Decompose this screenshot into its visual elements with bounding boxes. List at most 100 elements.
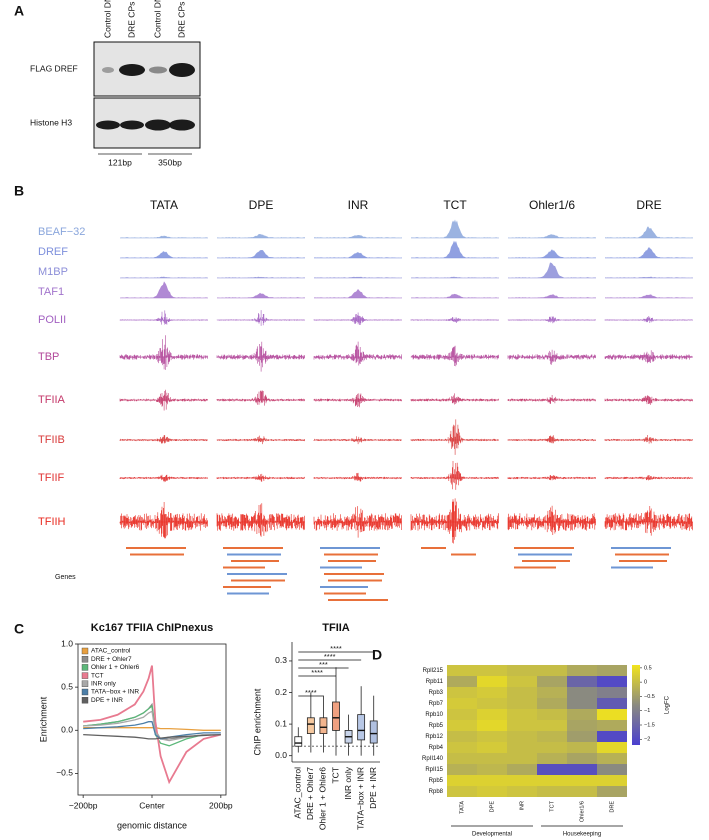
heatmap-cell [507, 753, 537, 764]
heatmap-cell [477, 676, 507, 687]
legend-swatch [81, 656, 89, 663]
signal-track [508, 234, 596, 238]
signal-track [217, 276, 305, 278]
heatmap-cell [567, 742, 597, 753]
signal-track [120, 276, 208, 278]
signal-track [119, 389, 208, 411]
column-label: TATA [459, 801, 465, 814]
signal-track [507, 349, 596, 365]
legend-label: Ohler 1 + Ohler6 [91, 664, 140, 671]
heatmap-cell [567, 764, 597, 775]
band [169, 63, 195, 77]
heatmap-cell [477, 698, 507, 709]
signal-track [507, 475, 596, 481]
band [96, 120, 120, 130]
signal-track [313, 312, 402, 325]
lane-label: Control DNA [152, 0, 162, 38]
heatmap-cell [567, 720, 597, 731]
colorbar-tick-label: −0.5 [644, 694, 655, 700]
x-tick-label: −200bp [69, 800, 98, 810]
panel-label: A [14, 3, 24, 19]
legend-swatch [81, 647, 89, 655]
colorbar-tick-label: −2 [644, 737, 650, 743]
signal-track [217, 292, 305, 298]
heatmap-cell [567, 665, 597, 676]
signal-track [216, 310, 305, 326]
heatmap-cell [597, 742, 627, 753]
heatmap-cell [447, 775, 477, 786]
x-tick-label: Ohler 1 + Ohler6 [318, 767, 328, 830]
box [332, 701, 340, 731]
heatmap-cell [597, 753, 627, 764]
signal-track [605, 247, 693, 258]
signal-track [508, 249, 596, 258]
blot-row-label: Histone H3 [30, 117, 72, 127]
track-label: TFIIA [38, 394, 66, 406]
band [120, 120, 144, 130]
signal-track [119, 502, 208, 539]
box [357, 714, 366, 741]
heatmap-cell [477, 720, 507, 731]
track-label: TAF1 [38, 286, 64, 298]
group-label: Developmental [472, 832, 512, 838]
track-label: BEAF−32 [38, 226, 85, 238]
column-label: INR [519, 801, 525, 811]
heatmap-cell [567, 753, 597, 764]
heatmap-cell [537, 742, 567, 753]
column-label: Ohler1/6 [579, 801, 585, 822]
signal-track [604, 506, 693, 536]
signal-track [314, 276, 402, 278]
row-label: Rpb5 [429, 723, 444, 729]
column-header: TATA [150, 198, 178, 212]
heatmap-cell [567, 731, 597, 742]
y-tick-label: 1.0 [61, 638, 73, 648]
box [319, 717, 328, 734]
band [119, 64, 145, 76]
heatmap-cell [537, 753, 567, 764]
signal-track [314, 289, 402, 298]
box [294, 736, 303, 747]
heatmap-cell [507, 676, 537, 687]
colorbar-tick-label: −1 [644, 708, 650, 714]
signal-track [507, 395, 596, 404]
y-tick-label: −0.5 [56, 768, 73, 778]
row-label: Rpb4 [429, 745, 444, 751]
group-label: Housekeeping [563, 832, 601, 838]
heatmap-cell [597, 698, 627, 709]
legend-label: ATAC_control [91, 648, 131, 655]
y-tick-label: 0.2 [275, 687, 287, 697]
heatmap-cell [537, 775, 567, 786]
signal-track [120, 235, 208, 238]
size-label: 350bp [158, 157, 182, 167]
row-label: Rpb5 [429, 778, 444, 784]
box [369, 720, 378, 744]
heatmap-cell [447, 676, 477, 687]
heatmap-cell [537, 709, 567, 720]
row-label: Rpb12 [425, 734, 443, 740]
band [102, 67, 114, 73]
heatmap-cell [597, 687, 627, 698]
significance-label: *** [319, 660, 328, 669]
heatmap-cell [477, 731, 507, 742]
band [149, 66, 167, 74]
panel-label: D [372, 647, 382, 663]
row-label: Rpb8 [429, 789, 444, 795]
blot-row-label: FLAG DREF [30, 63, 78, 73]
x-tick-label: INR only [343, 766, 353, 799]
significance-label: **** [330, 644, 342, 653]
panel-label: B [14, 183, 24, 199]
heatmap-cell [537, 731, 567, 742]
x-axis-label: genomic distance [117, 820, 187, 830]
legend-label: INR only [91, 681, 117, 688]
legend-swatch [81, 680, 89, 687]
y-tick-label: 0.0 [275, 750, 287, 760]
column-header: DRE [636, 198, 661, 212]
heatmap-cell [567, 786, 597, 797]
column-header: INR [348, 198, 369, 212]
legend-label: DPE + INR [91, 697, 123, 704]
track-label: POLII [38, 314, 66, 326]
y-tick-label: 0.3 [275, 655, 287, 665]
signal-track [410, 419, 499, 455]
signal-track [217, 234, 305, 238]
signal-track [604, 475, 693, 481]
